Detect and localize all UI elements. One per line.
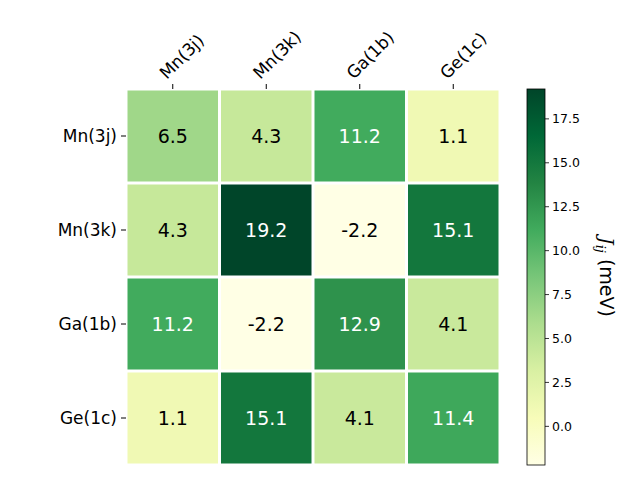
- data-label: 15.1: [245, 407, 287, 429]
- heatmap-cell: [221, 373, 312, 464]
- colorbar-tick-label: 17.5: [552, 111, 580, 126]
- heatmap-cell: [128, 373, 219, 464]
- colorbar-tick-label: 0.0: [552, 419, 572, 434]
- x-tick: [453, 84, 454, 89]
- y-tick: [121, 230, 126, 231]
- y-tick: [121, 418, 126, 419]
- x-tick: [172, 84, 173, 89]
- heatmap-cell: [408, 279, 499, 370]
- heatmap-cell: [408, 185, 499, 276]
- heatmap-cell: [408, 91, 499, 182]
- colorbar-tick: [545, 162, 549, 163]
- x-tick: [266, 84, 267, 89]
- data-label: 11.4: [432, 407, 474, 429]
- colorbar-tick: [545, 338, 549, 339]
- data-label: -2.2: [341, 219, 378, 241]
- data-label: 15.1: [432, 219, 474, 241]
- y-tick: [121, 324, 126, 325]
- y-tick-label: Mn(3j): [63, 126, 117, 146]
- heatmap-cell: [315, 279, 406, 370]
- colorbar-tick-label: 15.0: [552, 155, 580, 170]
- y-tick: [121, 136, 126, 137]
- chart: 6.5 4.3 11.2 1.1 4.3 19.2 -2.2 15.1 11.2 -2.2 12.9…: [0, 0, 640, 480]
- y-tick-label: Mn(3k): [58, 220, 117, 240]
- heatmap-cell: [315, 373, 406, 464]
- data-label: 4.3: [158, 219, 188, 241]
- heatmap-cell: [128, 91, 219, 182]
- heatmap-cell: [221, 91, 312, 182]
- colorbar-tick-label: 5.0: [552, 331, 572, 346]
- y-tick-label: Ge(1c): [60, 408, 117, 428]
- data-label: 4.1: [438, 313, 468, 335]
- colorbar: [527, 89, 545, 465]
- heatmap-cell: [221, 185, 312, 276]
- y-tick-label: Ga(1b): [59, 314, 117, 334]
- label-unit: (meV): [596, 259, 618, 317]
- heatmap-cell: [128, 279, 219, 370]
- colorbar-tick: [545, 426, 549, 427]
- colorbar-tick: [545, 250, 549, 251]
- x-tick: [359, 84, 360, 89]
- data-label: 6.5: [158, 125, 188, 147]
- data-label: -2.2: [248, 313, 285, 335]
- data-label: 4.3: [251, 125, 281, 147]
- data-label: 11.2: [152, 313, 194, 335]
- data-label: 4.1: [345, 407, 375, 429]
- data-label: 1.1: [438, 125, 468, 147]
- x-tick-label: Ge(1c): [436, 28, 490, 82]
- colorbar-tick-label: 12.5: [552, 199, 580, 214]
- data-label: 12.9: [339, 313, 381, 335]
- heatmap-cell: [315, 91, 406, 182]
- colorbar-tick: [545, 382, 549, 383]
- colorbar-tick-label: 2.5: [552, 375, 572, 390]
- heatmap-cell: [221, 279, 312, 370]
- data-label: 19.2: [245, 219, 287, 241]
- colorbar-tick: [545, 206, 549, 207]
- colorbar-tick-label: 7.5: [552, 287, 572, 302]
- heatmap-cell: [128, 185, 219, 276]
- x-tick-label: Mn(3j): [155, 30, 208, 83]
- colorbar-label: Jij(meV): [593, 233, 618, 317]
- cells: [128, 91, 499, 464]
- data-label: 11.2: [339, 125, 381, 147]
- x-tick-label: Ga(1b): [342, 27, 397, 82]
- colorbar-tick-label: 10.0: [552, 243, 580, 258]
- heatmap-cell: [315, 185, 406, 276]
- data-label: 1.1: [158, 407, 188, 429]
- label-subscript: ij: [593, 245, 608, 253]
- heatmap-cell: [408, 373, 499, 464]
- x-tick-label: Mn(3k): [249, 27, 305, 83]
- colorbar-tick: [545, 118, 549, 119]
- colorbar-tick: [545, 294, 549, 295]
